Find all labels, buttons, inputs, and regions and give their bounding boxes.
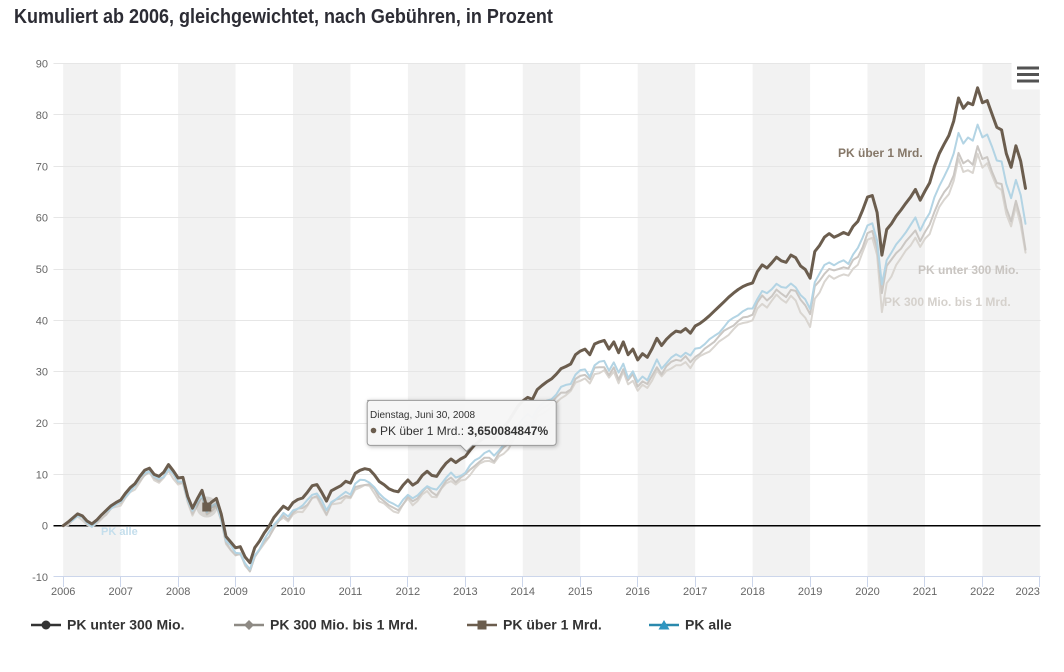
- svg-text:50: 50: [36, 264, 48, 276]
- svg-text:2007: 2007: [108, 586, 132, 598]
- svg-text:2016: 2016: [625, 586, 649, 598]
- svg-text:2017: 2017: [683, 586, 707, 598]
- svg-text:PK 300 Mio. bis 1 Mrd.: PK 300 Mio. bis 1 Mrd.: [884, 295, 1011, 309]
- svg-text:20: 20: [36, 418, 48, 430]
- svg-text:40: 40: [36, 315, 48, 327]
- svg-text:10: 10: [36, 469, 48, 481]
- svg-text:2009: 2009: [223, 586, 247, 598]
- svg-text:PK 300 Mio. bis 1 Mrd.: PK 300 Mio. bis 1 Mrd.: [270, 617, 418, 633]
- svg-text:2013: 2013: [453, 586, 477, 598]
- svg-text:PK über 1 Mrd.: PK über 1 Mrd.: [838, 146, 923, 160]
- svg-text:2008: 2008: [166, 586, 190, 598]
- svg-text:70: 70: [36, 161, 48, 173]
- svg-text:2012: 2012: [396, 586, 420, 598]
- svg-text:PK über 1 Mrd.: 3,650084847%: PK über 1 Mrd.: 3,650084847%: [380, 424, 548, 438]
- svg-text:PK über 1 Mrd.: PK über 1 Mrd.: [503, 617, 602, 633]
- svg-text:Dienstag, Juni 30, 2008: Dienstag, Juni 30, 2008: [370, 410, 476, 421]
- svg-text:PK alle: PK alle: [101, 526, 138, 538]
- svg-text:80: 80: [36, 110, 48, 122]
- svg-text:2010: 2010: [281, 586, 305, 598]
- svg-text:2011: 2011: [339, 586, 363, 598]
- svg-text:30: 30: [36, 367, 48, 379]
- svg-text:PK unter 300 Mio.: PK unter 300 Mio.: [67, 617, 184, 633]
- svg-text:PK unter 300 Mio.: PK unter 300 Mio.: [918, 263, 1019, 277]
- svg-text:2023: 2023: [1015, 586, 1039, 598]
- svg-text:2018: 2018: [740, 586, 764, 598]
- svg-text:2014: 2014: [511, 586, 535, 598]
- svg-text:-10: -10: [32, 572, 48, 584]
- svg-text:Kumuliert ab 2006, gleichgewic: Kumuliert ab 2006, gleichgewichtet, nach…: [14, 6, 553, 28]
- svg-text:2006: 2006: [51, 586, 75, 598]
- svg-text:2022: 2022: [970, 586, 994, 598]
- svg-text:2015: 2015: [568, 586, 592, 598]
- svg-text:2020: 2020: [855, 586, 879, 598]
- svg-text:60: 60: [36, 213, 48, 225]
- svg-text:90: 90: [36, 59, 48, 71]
- svg-text:PK alle: PK alle: [685, 617, 732, 633]
- svg-text:2019: 2019: [798, 586, 822, 598]
- svg-text:2021: 2021: [913, 586, 937, 598]
- svg-text:0: 0: [42, 521, 48, 533]
